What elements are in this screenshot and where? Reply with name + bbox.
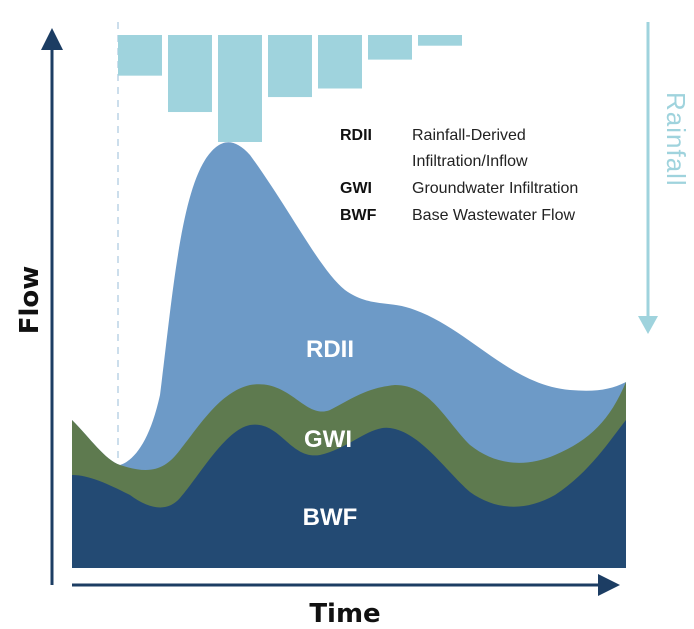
legend: RDII Rainfall-Derived Infiltration/Inflo… xyxy=(340,127,578,224)
legend-abbr-bwf: BWF xyxy=(340,207,377,224)
rainfall-bar xyxy=(418,35,462,46)
rainfall-bar xyxy=(218,35,262,142)
rainfall-bar xyxy=(318,35,362,89)
x-axis-label: Time xyxy=(309,599,380,629)
rainfall-bar xyxy=(118,35,162,76)
rainfall-bar xyxy=(168,35,212,113)
rainfall-arrow-head xyxy=(638,316,658,334)
rdii-region-label: RDII xyxy=(306,336,354,363)
y-axis-arrow-head xyxy=(41,28,63,50)
bwf-area xyxy=(72,420,626,568)
x-axis-arrow-head xyxy=(598,574,620,596)
y-axis-label: Flow xyxy=(15,266,45,335)
legend-desc-gwi: Groundwater Infiltration xyxy=(412,180,578,197)
gwi-region-label: GWI xyxy=(304,426,352,453)
rainfall-bar xyxy=(368,35,412,60)
bwf-region-label: BWF xyxy=(303,504,358,531)
rainfall-label: Rainfall xyxy=(661,92,691,187)
legend-desc-rdii-line2: Infiltration/Inflow xyxy=(412,153,528,170)
rainfall-bars xyxy=(118,35,462,142)
legend-desc-bwf: Base Wastewater Flow xyxy=(412,207,575,224)
legend-abbr-rdii: RDII xyxy=(340,127,372,144)
legend-desc-rdii-line1: Rainfall-Derived xyxy=(412,127,526,144)
rainfall-bar xyxy=(268,35,312,98)
legend-abbr-gwi: GWI xyxy=(340,180,372,197)
